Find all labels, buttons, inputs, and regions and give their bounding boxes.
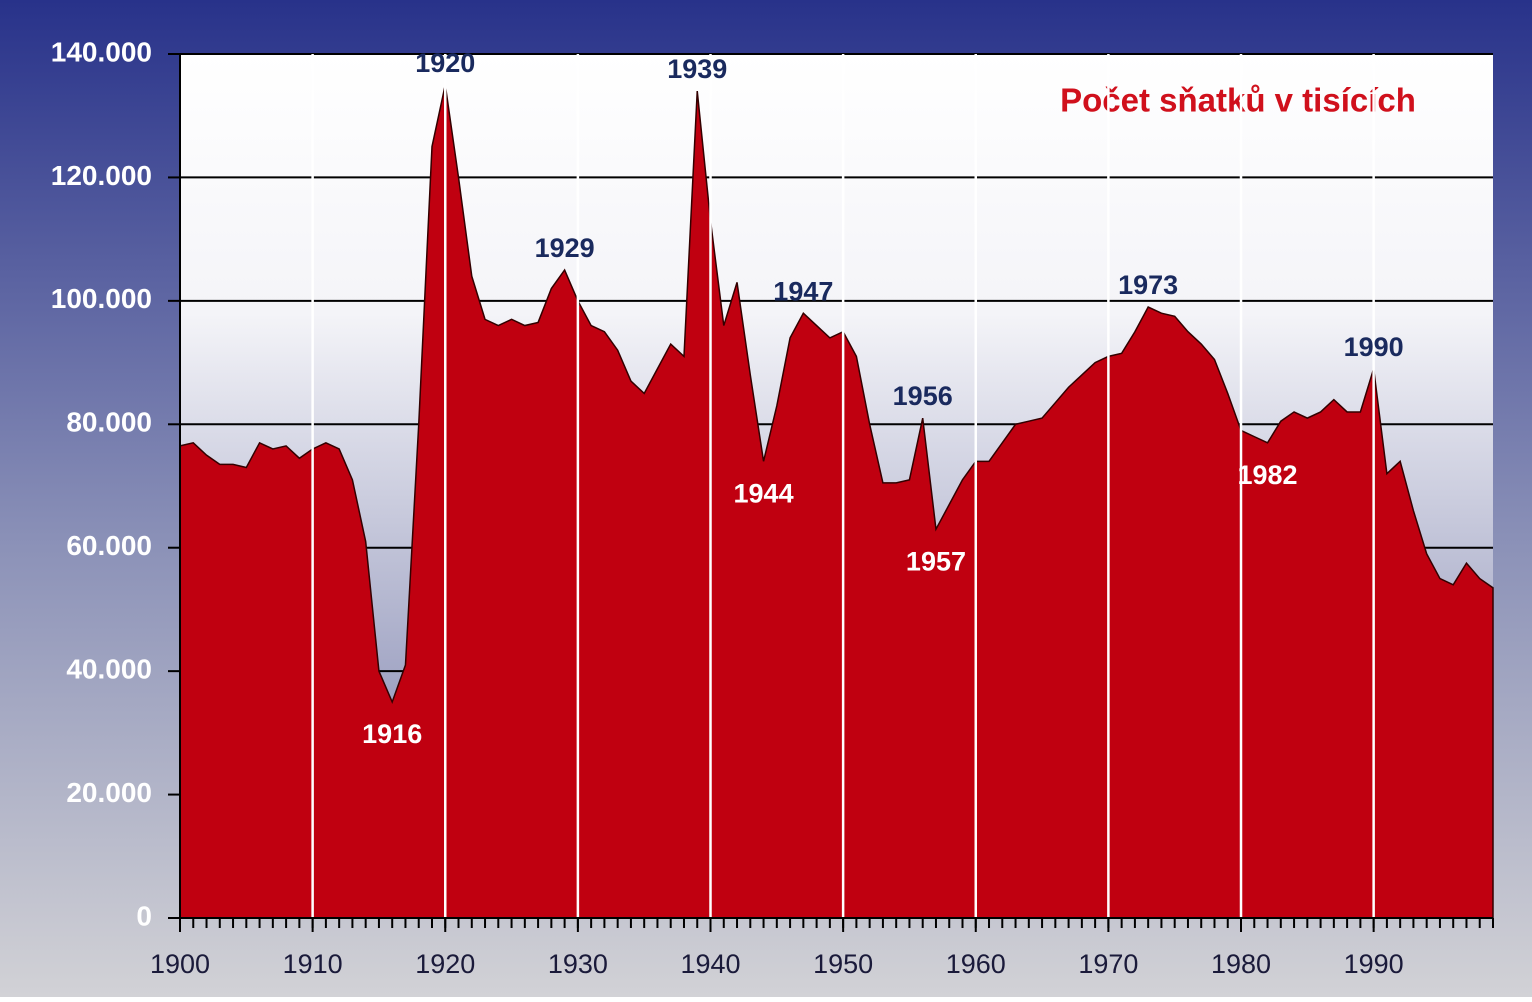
annotation: 1973 [1118, 270, 1178, 300]
x-tick-label: 1920 [415, 949, 475, 979]
y-tick-label: 80.000 [66, 407, 152, 438]
x-tick-label: 1940 [680, 949, 740, 979]
x-tick-label: 1960 [946, 949, 1006, 979]
y-tick-label: 120.000 [51, 160, 152, 191]
annotation: 1920 [415, 48, 475, 78]
x-tick-label: 1900 [150, 949, 210, 979]
annotation: 1957 [906, 546, 966, 576]
x-tick-label: 1910 [283, 949, 343, 979]
annotation: 1944 [734, 478, 794, 508]
y-tick-label: 0 [136, 900, 152, 931]
y-tick-label: 20.000 [66, 777, 152, 808]
annotation: 1939 [667, 54, 727, 84]
chart-title: Počet sňatků v tisících [1060, 82, 1416, 119]
x-tick-label: 1930 [548, 949, 608, 979]
annotation: 1990 [1344, 332, 1404, 362]
y-tick-label: 100.000 [51, 283, 152, 314]
x-tick-label: 1950 [813, 949, 873, 979]
annotation: 1929 [535, 233, 595, 263]
y-tick-label: 60.000 [66, 530, 152, 561]
annotation: 1982 [1237, 460, 1297, 490]
annotation: 1947 [773, 276, 833, 306]
annotation: 1916 [362, 719, 422, 749]
x-tick-label: 1970 [1078, 949, 1138, 979]
y-tick-label: 140.000 [51, 36, 152, 67]
x-tick-label: 1990 [1344, 949, 1404, 979]
x-tick-label: 1980 [1211, 949, 1271, 979]
annotation: 1956 [893, 381, 953, 411]
y-tick-label: 40.000 [66, 654, 152, 685]
